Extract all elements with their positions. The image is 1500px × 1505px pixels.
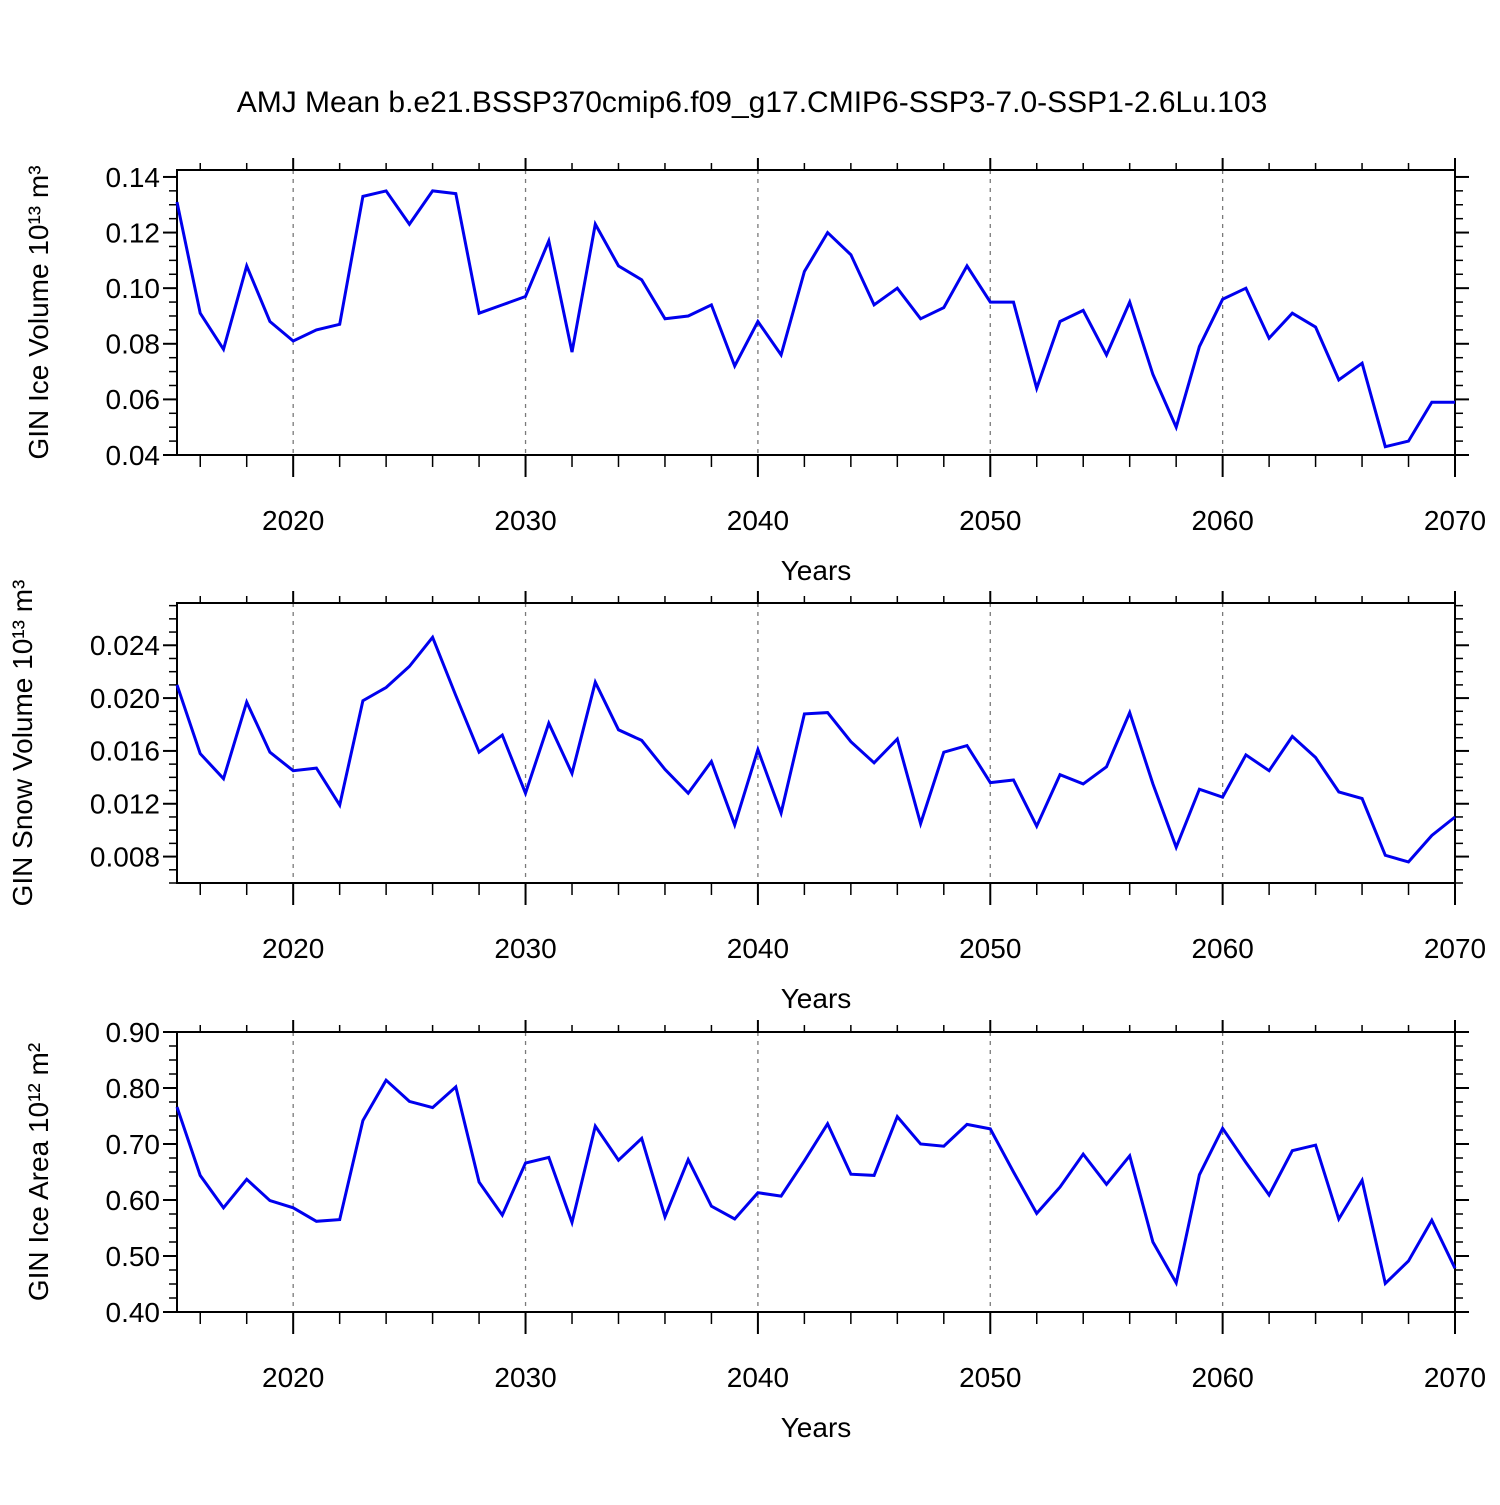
chart-gin-ice-area: 2020 2030 2040 2050 2060 2070 0.40 0.50 0.60 0.70… bbox=[23, 1017, 1486, 1443]
x-tick-label: 2030 bbox=[494, 1362, 556, 1393]
x-tick-label: 2070 bbox=[1424, 933, 1486, 964]
chart-gin-snow-volume: 2020 2030 2040 2050 2060 2070 0.008 0.012 0.016 0… bbox=[7, 580, 1486, 1014]
x-tick-label: 2050 bbox=[959, 1362, 1021, 1393]
chart-gin-ice-volume: 2020 2030 2040 2050 2060 2070 0.04 0.06 0.08 0.10… bbox=[23, 158, 1486, 586]
y-tick-label: 0.60 bbox=[106, 1185, 161, 1216]
x-tick-label: 2060 bbox=[1191, 933, 1253, 964]
y-tick-label: 0.10 bbox=[106, 273, 161, 304]
axis-title-x: Years bbox=[781, 1412, 852, 1443]
y-tick-label: 0.012 bbox=[90, 789, 160, 820]
y-tick-label: 0.50 bbox=[106, 1241, 161, 1272]
x-tick-label: 2040 bbox=[727, 505, 789, 536]
y-tick-label: 0.40 bbox=[106, 1297, 161, 1328]
x-tick-label: 2020 bbox=[262, 505, 324, 536]
x-tick-label: 2070 bbox=[1424, 1362, 1486, 1393]
charts-root: 2020 2030 2040 2050 2060 2070 0.04 0.06 0.08 0.10… bbox=[7, 158, 1486, 1443]
x-tick-label: 2030 bbox=[494, 505, 556, 536]
y-tick-label: 0.80 bbox=[106, 1073, 161, 1104]
y-tick-label: 0.04 bbox=[106, 440, 161, 471]
y-tick-label: 0.020 bbox=[90, 683, 160, 714]
x-tick-label: 2050 bbox=[959, 505, 1021, 536]
axis-title-x: Years bbox=[781, 983, 852, 1014]
y-tick-label: 0.024 bbox=[90, 630, 160, 661]
y-tick-label: 0.14 bbox=[106, 162, 161, 193]
y-tick-label: 0.016 bbox=[90, 736, 160, 767]
series-line bbox=[175, 189, 1455, 449]
axis-title-y: GIN Ice Volume 10¹³ m³ bbox=[23, 165, 54, 459]
series-line bbox=[175, 634, 1456, 864]
x-tick-label: 2040 bbox=[727, 933, 789, 964]
axis-title-y: GIN Snow Volume 10¹³ m³ bbox=[7, 580, 38, 907]
plot-frame bbox=[176, 1031, 1456, 1313]
axis-title-y: GIN Ice Area 10¹² m² bbox=[23, 1043, 54, 1301]
y-tick-label: 0.08 bbox=[106, 329, 161, 360]
y-tick-label: 0.12 bbox=[106, 217, 161, 248]
x-tick-label: 2060 bbox=[1191, 505, 1253, 536]
plot-frame bbox=[176, 169, 1456, 456]
x-tick-label: 2020 bbox=[262, 933, 324, 964]
x-tick-label: 2070 bbox=[1424, 505, 1486, 536]
plot-frame bbox=[176, 602, 1456, 884]
x-tick-label: 2060 bbox=[1191, 1362, 1253, 1393]
x-tick-label: 2030 bbox=[494, 933, 556, 964]
x-tick-label: 2050 bbox=[959, 933, 1021, 964]
series-line bbox=[175, 1077, 1457, 1288]
x-tick-label: 2020 bbox=[262, 1362, 324, 1393]
axis-title-x: Years bbox=[781, 555, 852, 586]
figure-title: AMJ Mean b.e21.BSSP370cmip6.f09_g17.CMIP… bbox=[237, 86, 1268, 119]
y-tick-label: 0.90 bbox=[106, 1017, 161, 1048]
y-tick-label: 0.70 bbox=[106, 1129, 161, 1160]
x-tick-label: 2040 bbox=[727, 1362, 789, 1393]
y-tick-label: 0.008 bbox=[90, 841, 160, 872]
y-tick-label: 0.06 bbox=[106, 384, 161, 415]
